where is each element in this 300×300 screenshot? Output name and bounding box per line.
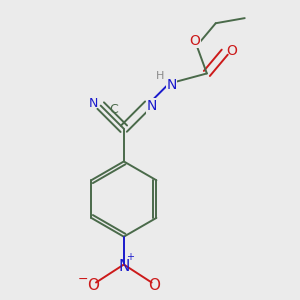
Text: O: O	[226, 44, 237, 58]
Text: N: N	[167, 78, 177, 92]
Text: N: N	[147, 99, 157, 113]
Text: N: N	[89, 98, 98, 110]
Text: −: −	[78, 273, 88, 286]
Text: O: O	[190, 34, 201, 48]
Text: O: O	[87, 278, 99, 292]
Text: C: C	[109, 103, 118, 116]
Text: O: O	[148, 278, 160, 292]
Text: N: N	[118, 259, 130, 274]
Text: H: H	[156, 71, 164, 81]
Text: +: +	[126, 252, 134, 262]
